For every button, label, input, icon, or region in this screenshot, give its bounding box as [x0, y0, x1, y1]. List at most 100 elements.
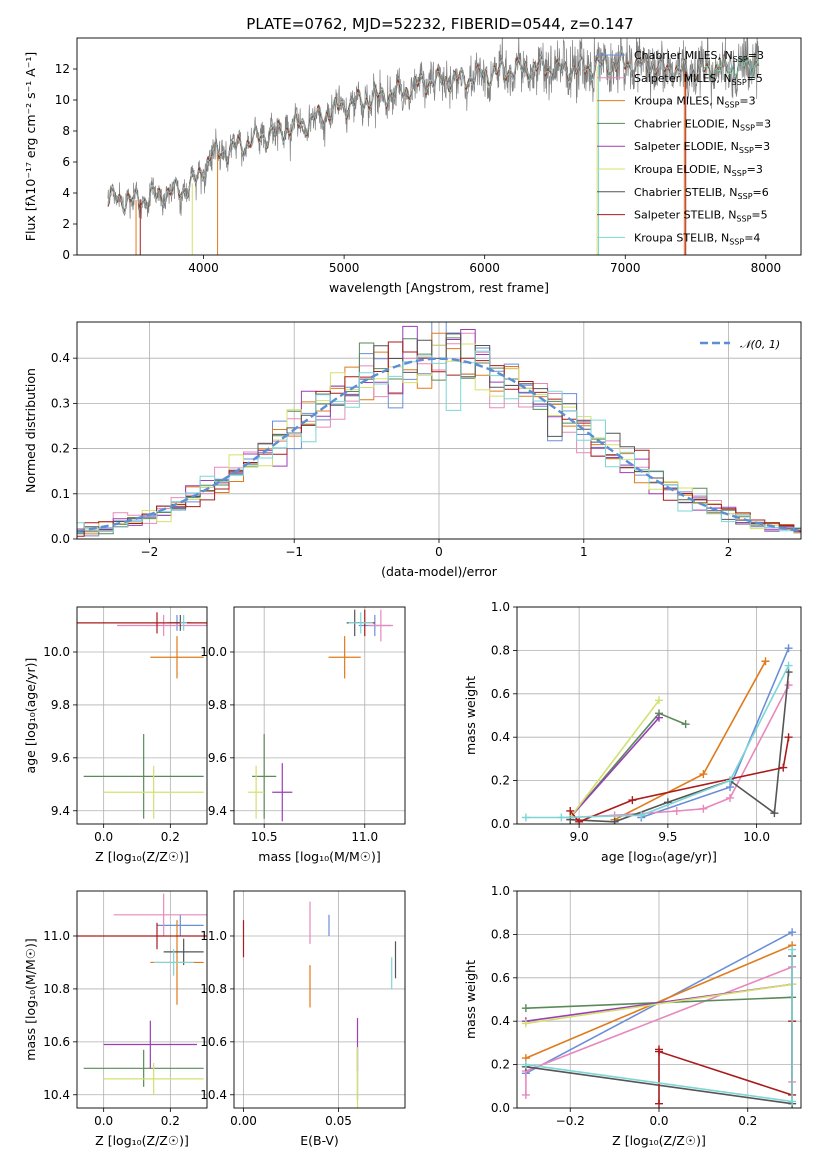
legend-sub: SSP: [739, 146, 754, 155]
mass-weight-line: [525, 944, 793, 1059]
legend-tail: =3: [739, 95, 755, 108]
residual-histogram: [77, 322, 801, 537]
x-tick-label: 1: [580, 545, 588, 559]
x-tick-label: 10.0: [743, 830, 770, 844]
legend-entry: Salpeter MILES, NSSP=5: [634, 72, 763, 87]
x-axis-label: Z [log₁₀(Z/Z☉)]: [95, 849, 189, 864]
mass-weight-line: [570, 672, 790, 823]
axes-frame: [76, 890, 208, 1109]
legend-entry: Chabrier ELODIE, NSSP=3: [634, 117, 771, 132]
y-axis-label: mass weight: [463, 960, 478, 1039]
legend-text: Kroupa STELIB, N: [634, 231, 729, 244]
y-axis-label: age [log₁₀(age/yr)]: [23, 658, 38, 774]
x-tick-label: 8000: [751, 261, 782, 275]
plus-marker: [770, 809, 779, 818]
legend-sub: SSP: [724, 101, 739, 110]
legend-text: Salpeter MILES, N: [634, 72, 732, 85]
y-tick-label: 0.2: [491, 774, 510, 788]
y-axis-label: mass [log₁₀(M/M☉)]: [23, 938, 38, 1060]
plus-marker: [761, 657, 770, 666]
x-tick-label: 11.0: [351, 830, 378, 844]
legend-text: Chabrier STELIB, N: [634, 186, 738, 199]
legend-tail: =3: [747, 163, 763, 176]
x-tick-label: 0.0: [649, 1114, 668, 1128]
y-tick-label: 0.8: [491, 643, 510, 657]
x-tick-label: −2: [141, 545, 159, 559]
legend-tail: =3: [754, 140, 770, 153]
plus-marker: [784, 681, 793, 690]
axes-frame: [76, 37, 802, 256]
legend-tail: =6: [753, 186, 769, 199]
figure-title: PLATE=0762, MJD=52232, FIBERID=0544, z=0…: [246, 15, 633, 33]
legend-entry: Salpeter STELIB, NSSP=5: [634, 209, 768, 224]
y-tick-label: 8: [62, 124, 70, 138]
plus-marker: [655, 696, 663, 705]
legend-text: Salpeter ELODIE, N: [634, 140, 739, 153]
plus-marker: [784, 644, 793, 653]
panel-2: −2 −1 0 1 2 0.0 0.1 0.2 0.3 0.4 (data-model)/error…: [23, 321, 802, 579]
y-tick-label: 0.2: [491, 1058, 510, 1072]
normal-reference-curve: [77, 357, 801, 533]
plus-marker: [655, 1047, 663, 1056]
plus-marker: [784, 733, 793, 742]
x-tick-label: 10.5: [251, 830, 278, 844]
legend-sub: SSP: [733, 55, 748, 64]
axes-frame: [516, 890, 802, 1109]
y-tick-label: 0.4: [51, 351, 70, 365]
legend-tail: =5: [751, 209, 767, 222]
mass-weight-line: [569, 717, 660, 819]
y-tick-label: 1.0: [491, 600, 510, 614]
x-axis-label: mass [log₁₀(M/M☉)]: [258, 849, 380, 864]
plus-marker: [784, 661, 793, 670]
y-tick-label: 10: [55, 93, 70, 107]
plus-marker: [726, 776, 734, 785]
mass-weight-line: [658, 1021, 793, 1104]
y-axis-label: Normed distribution: [23, 368, 38, 493]
plot-area: [77, 322, 801, 537]
y-tick-label: 9.6: [51, 751, 70, 765]
plot-area: [107, 38, 760, 255]
y-tick-label: 11.0: [200, 929, 227, 943]
y-tick-label: 0.4: [491, 730, 510, 744]
plot-area: [521, 644, 793, 824]
x-tick-label: 0.2: [161, 1114, 180, 1128]
residual-histogram: [77, 343, 801, 534]
model-spectrum: [107, 51, 702, 213]
panel-1: 4000 5000 6000 7000 8000 0 2 4 6 8 10 12 wavelength …: [23, 37, 802, 295]
plus-marker: [575, 817, 584, 824]
x-tick-label: 9.0: [570, 830, 589, 844]
y-tick-label: 6: [62, 155, 70, 169]
x-tick-label: 0: [435, 545, 443, 559]
y-tick-label: 0.0: [491, 817, 510, 831]
plus-marker: [788, 928, 797, 937]
legend-sub: SSP: [732, 169, 747, 178]
y-tick-label: 10.6: [43, 1035, 70, 1049]
legend-entry: 𝒩(0, 1): [740, 338, 780, 351]
x-tick-label: 7000: [610, 261, 641, 275]
panel-8: −0.2 0.0 0.2 0.0 0.2 0.4 0.6 0.8 1.0 Z [log₁₀(Z/Z…: [463, 884, 802, 1148]
axes-frame: [76, 606, 208, 825]
mass-weight-line: [525, 983, 793, 1025]
plus-marker: [521, 1019, 530, 1028]
y-tick-label: 9.8: [208, 698, 227, 712]
plus-marker: [566, 806, 575, 815]
x-tick-label: 0.0: [94, 1114, 113, 1128]
mass-weight-line: [569, 699, 660, 818]
mass-weight-line: [640, 647, 790, 819]
y-tick-label: 10.0: [200, 645, 227, 659]
x-axis-label: E(B-V): [300, 1133, 339, 1148]
x-tick-label: 0.05: [325, 1114, 352, 1128]
x-tick-label: 6000: [469, 261, 500, 275]
legend-entry: Kroupa MILES, NSSP=3: [634, 95, 756, 110]
plus-marker: [655, 713, 663, 722]
figure-panels: 4000 5000 6000 7000 8000024681012wavelength …: [23, 37, 802, 1148]
panel-4: 10.5 11.0 9.4 9.6 9.8 10.0 mass [log₁₀(M/M☉)]: [200, 606, 406, 864]
legend-entry: Salpeter ELODIE, NSSP=3: [634, 140, 770, 155]
y-tick-label: 0.0: [491, 1101, 510, 1115]
legend-text: Salpeter STELIB, N: [634, 209, 736, 222]
x-tick-label: 4000: [188, 261, 219, 275]
y-tick-label: 9.6: [208, 751, 227, 765]
model-spectrum: [107, 50, 760, 215]
y-tick-label: 11.0: [43, 929, 70, 943]
legend-sub: SSP: [738, 192, 753, 201]
